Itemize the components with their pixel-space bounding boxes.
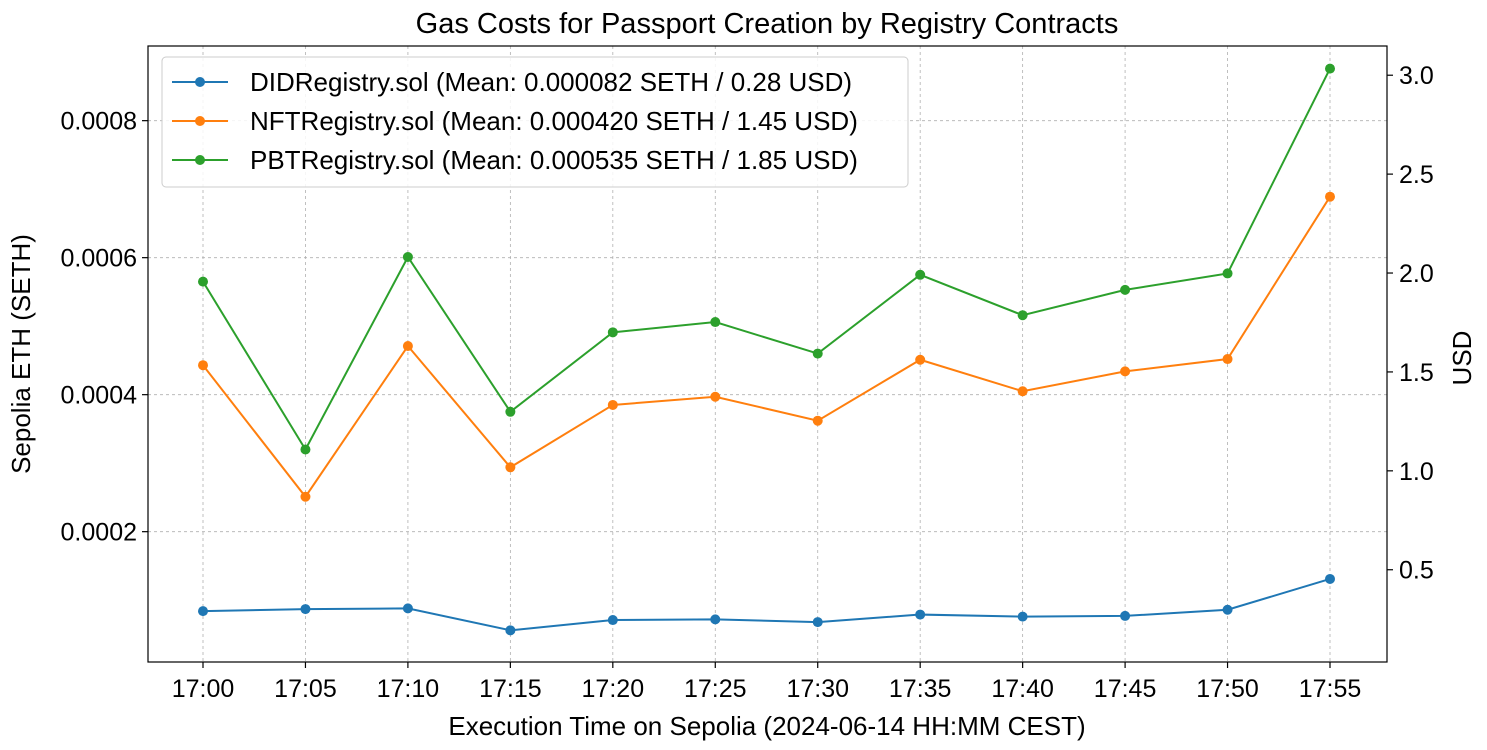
x-tick-label: 17:00 <box>172 675 235 703</box>
data-point <box>300 604 311 615</box>
y-right-tick-label: 3.0 <box>1399 62 1434 90</box>
legend-label-2: PBTRegistry.sol (Mean: 0.000535 SETH / 1… <box>250 145 858 175</box>
y-tick-label: 0.0004 <box>61 382 138 410</box>
data-point <box>1222 268 1233 279</box>
data-point <box>1120 610 1131 621</box>
series-lines <box>198 63 1335 636</box>
y-axis-label: Sepolia ETH (SETH) <box>6 234 36 474</box>
data-point <box>1017 310 1028 321</box>
legend-marker-2 <box>195 155 205 165</box>
data-point <box>198 606 208 617</box>
y-right-tick-label: 1.0 <box>1399 458 1434 486</box>
x-axis-label: Execution Time on Sepolia (2024-06-14 HH… <box>448 711 1085 741</box>
data-point <box>1325 63 1335 74</box>
x-tick-label: 17:30 <box>786 675 849 703</box>
data-point <box>1325 191 1335 202</box>
data-point <box>710 391 721 402</box>
x-tick-label: 17:20 <box>582 675 645 703</box>
legend-box <box>161 56 909 188</box>
data-point <box>1120 366 1131 377</box>
y-tick-label: 0.0006 <box>61 245 137 273</box>
data-point <box>300 491 311 502</box>
x-tick-label: 17:25 <box>684 675 747 703</box>
x-tick-label: 17:55 <box>1299 675 1362 703</box>
legend-entries: DIDRegistry.sol (Mean: 0.000082 SETH / 0… <box>172 67 858 175</box>
x-axis-ticks: 17:00 17:05 17:10 17:15 17:20 17:25 17:30 17:35… <box>172 662 1362 703</box>
data-point <box>915 269 926 280</box>
legend-marker-1 <box>195 116 205 126</box>
data-point <box>1325 573 1335 584</box>
data-point <box>812 415 823 426</box>
y-axis-ticks: 0.0002 0.0004 0.0006 0.0008 <box>61 108 148 547</box>
data-point <box>915 354 926 365</box>
data-point <box>1222 604 1233 615</box>
data-point <box>1120 284 1131 295</box>
data-point <box>607 615 618 626</box>
plot-frame <box>147 45 1388 663</box>
y-tick-label: 0.0002 <box>61 519 137 547</box>
data-point <box>198 276 208 287</box>
chart-title: Gas Costs for Passport Creation by Regis… <box>416 8 1119 40</box>
y-right-tick-label: 2.0 <box>1399 260 1434 288</box>
data-point <box>812 617 823 628</box>
data-point <box>710 317 721 328</box>
series-line-0 <box>202 577 1331 632</box>
y-right-axis-label: USD <box>1447 331 1477 386</box>
legend: DIDRegistry.sol (Mean: 0.000082 SETH / 0… <box>161 56 909 188</box>
data-point <box>505 406 516 417</box>
data-point <box>812 348 823 359</box>
data-point <box>505 625 516 636</box>
x-tick-label: 17:35 <box>889 675 952 703</box>
legend-label-0: DIDRegistry.sol (Mean: 0.000082 SETH / 0… <box>250 67 852 97</box>
data-point <box>607 399 618 410</box>
x-tick-label: 17:50 <box>1196 675 1259 703</box>
x-tick-label: 17:40 <box>991 675 1054 703</box>
y-right-tick-label: 0.5 <box>1399 557 1434 585</box>
data-point <box>1222 354 1233 365</box>
data-point <box>198 360 208 371</box>
series-line-2 <box>202 68 1331 452</box>
data-point <box>915 609 926 620</box>
data-point <box>710 614 721 625</box>
y-tick-label: 0.0008 <box>61 108 137 136</box>
data-point <box>300 444 311 455</box>
data-point <box>1017 611 1028 622</box>
data-point <box>402 341 413 352</box>
y-right-tick-label: 1.5 <box>1399 359 1434 387</box>
data-point <box>1017 386 1028 397</box>
x-tick-label: 17:15 <box>479 675 542 703</box>
data-point <box>402 251 413 262</box>
x-tick-label: 17:10 <box>377 675 440 703</box>
y-right-axis-ticks: 0.5 1.0 1.5 2.0 2.5 3.0 <box>1387 62 1434 585</box>
data-point <box>505 462 516 473</box>
legend-marker-0 <box>195 77 205 87</box>
series-line-1 <box>202 196 1331 499</box>
x-tick-label: 17:05 <box>274 675 337 703</box>
x-tick-label: 17:45 <box>1094 675 1157 703</box>
y-right-tick-label: 2.5 <box>1399 161 1434 189</box>
data-point <box>607 327 618 338</box>
data-point <box>402 603 413 614</box>
legend-label-1: NFTRegistry.sol (Mean: 0.000420 SETH / 1… <box>250 106 858 136</box>
